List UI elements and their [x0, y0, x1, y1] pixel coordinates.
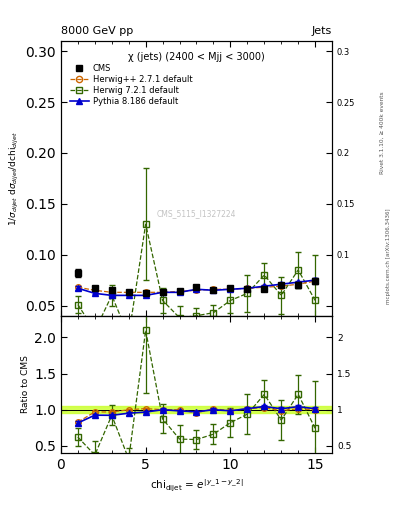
Legend: CMS, Herwig++ 2.7.1 default, Herwig 7.2.1 default, Pythia 8.186 default: CMS, Herwig++ 2.7.1 default, Herwig 7.2.…: [68, 61, 195, 109]
Y-axis label: 1/$\sigma_{dijet}$ d$\sigma_{dijet}$/dchi$_{dijet}$: 1/$\sigma_{dijet}$ d$\sigma_{dijet}$/dch…: [8, 131, 21, 226]
Text: CMS_5115_I1327224: CMS_5115_I1327224: [157, 209, 236, 219]
Text: chi$_{\rm dijet}$ = $e^{|y\_1-y\_2|}$: chi$_{\rm dijet}$ = $e^{|y\_1-y\_2|}$: [150, 478, 243, 494]
Text: 8000 GeV pp: 8000 GeV pp: [61, 26, 133, 36]
Y-axis label: Ratio to CMS: Ratio to CMS: [21, 355, 30, 413]
Text: mcplots.cern.ch [arXiv:1306.3436]: mcplots.cern.ch [arXiv:1306.3436]: [386, 208, 391, 304]
Text: χ (jets) (2400 < Mjj < 3000): χ (jets) (2400 < Mjj < 3000): [128, 52, 265, 62]
Bar: [61, 406, 332, 413]
Text: Jets: Jets: [312, 26, 332, 36]
Text: Rivet 3.1.10, ≥ 400k events: Rivet 3.1.10, ≥ 400k events: [380, 92, 384, 175]
